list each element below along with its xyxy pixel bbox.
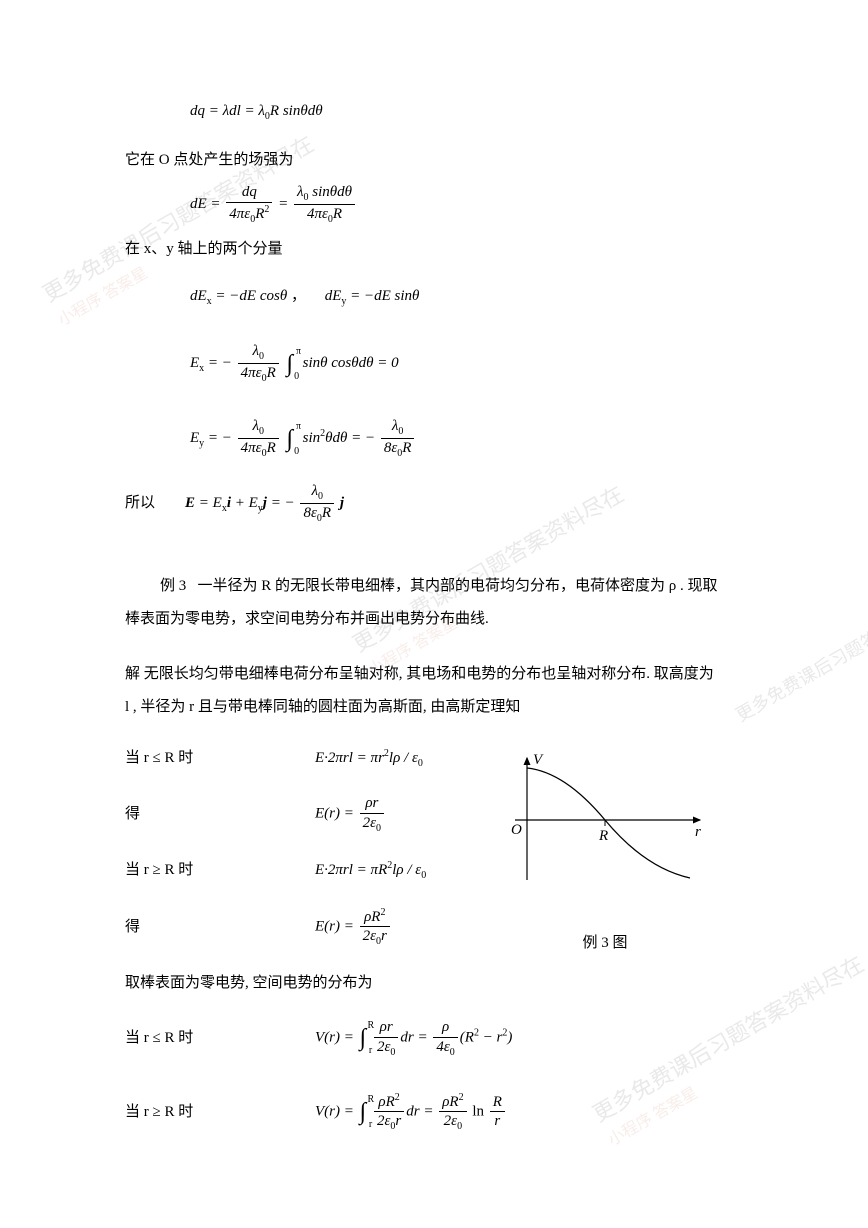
origin-label: O: [511, 822, 522, 838]
tick-label-R: R: [598, 828, 608, 844]
equation-dEx-dEy: dEx = −dE cosθ ， dEy = −dE sinθ: [125, 285, 745, 309]
figure-potential-curve: V r O R 例 3 图: [495, 750, 715, 950]
potential-plot-svg: V r O R: [495, 750, 715, 920]
equation-E-vector: 所以 E = Exi + Eyj = − λ0 8ε0R j: [125, 483, 745, 524]
watermark: 更多免费课后习题答案资料尽在: [730, 579, 868, 728]
equation-dE: dE = dq 4πε0R2 = λ0 sinθdθ 4πε0R: [125, 184, 745, 225]
example-3-statement: 例 3 一半径为 R 的无限长带电细棒，其内部的电荷均匀分布，电荷体密度为 ρ …: [125, 570, 745, 636]
figure-caption: 例 3 图: [495, 932, 715, 955]
axis-label-r: r: [695, 824, 701, 840]
text-potential-intro: 取棒表面为零电势, 空间电势的分布为: [125, 971, 745, 995]
potential-curve: [527, 768, 690, 878]
text-components: 在 x、y 轴上的两个分量: [125, 237, 745, 261]
equation-Ey: Ey = − λ0 4πε0R ∫π0 sin2θdθ = − λ0 8ε0R: [125, 418, 745, 459]
axis-label-V: V: [533, 752, 544, 768]
V-inside: 当 r ≤ R 时 V(r) = ∫Rr ρr 2ε0 dr = ρ 4ε0 (…: [125, 1019, 745, 1058]
example-3-solution-intro: 解 无限长均匀带电细棒电荷分布呈轴对称, 其电场和电势的分布也呈轴对称分布. 取…: [125, 658, 745, 724]
equation-dq: dq = λdl = λ0R sinθdθ: [125, 100, 745, 124]
text-field-at-O: 它在 O 点处产生的场强为: [125, 148, 745, 172]
equation-Ex: Ex = − λ0 4πε0R ∫π0 sinθ cosθdθ = 0: [125, 343, 745, 384]
document-content: dq = λdl = λ0R sinθdθ 它在 O 点处产生的场强为 dE =…: [125, 100, 745, 1132]
V-outside: 当 r ≥ R 时 V(r) = ∫Rr ρR2 2ε0r dr = ρR2 2…: [125, 1092, 745, 1133]
